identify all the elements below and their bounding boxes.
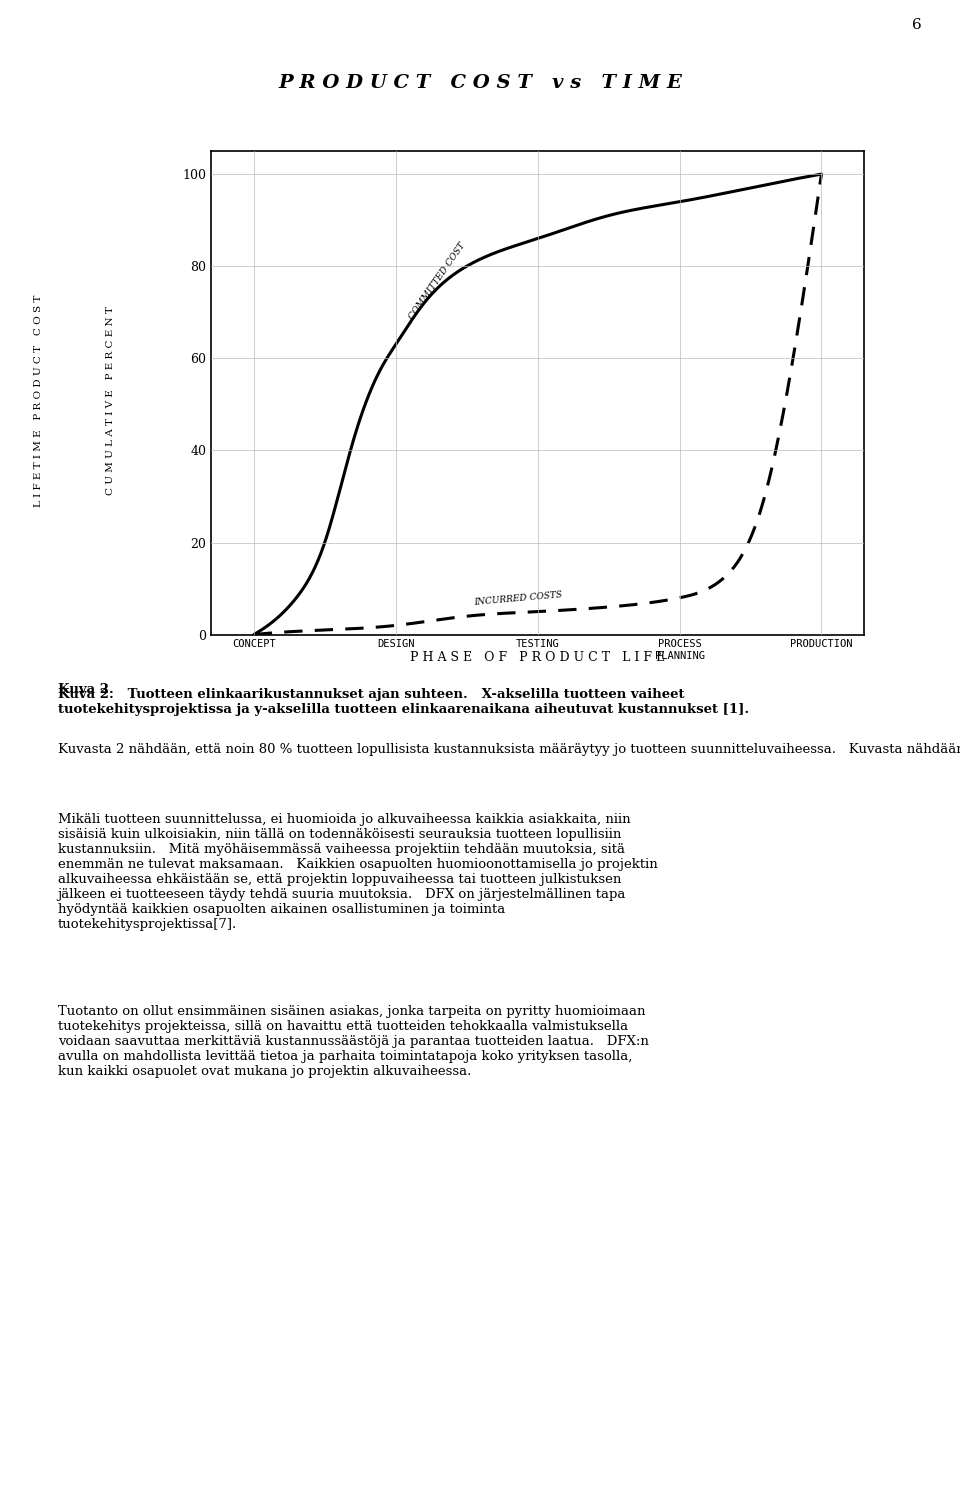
Text: Kuvasta 2 nähdään, että noin 80 % tuotteen lopullisista kustannuksista määräytyy: Kuvasta 2 nähdään, että noin 80 % tuotte… — [58, 743, 960, 757]
Text: C U M U L A T I V E   P E R C E N T: C U M U L A T I V E P E R C E N T — [106, 305, 115, 496]
Text: Kuva 2.: Kuva 2. — [58, 683, 113, 697]
Text: P H A S E   O F   P R O D U C T   L I F E: P H A S E O F P R O D U C T L I F E — [410, 651, 665, 663]
Text: Kuva 2.   Tuotteen elinkaarikustannukset ajan suhteen.   X-akselilla tuotteen va: Kuva 2. Tuotteen elinkaarikustannukset a… — [58, 688, 749, 716]
Text: L I F E T I M E   P R O D U C T   C O S T: L I F E T I M E P R O D U C T C O S T — [34, 295, 43, 506]
Text: INCURRED COSTS: INCURRED COSTS — [473, 591, 563, 607]
Text: P R O D U C T   C O S T   v s   T I M E: P R O D U C T C O S T v s T I M E — [278, 74, 682, 92]
Text: 6: 6 — [912, 18, 922, 32]
Text: Mikäli tuotteen suunnittelussa, ei huomioida jo alkuvaiheessa kaikkia asiakkaita: Mikäli tuotteen suunnittelussa, ei huomi… — [58, 813, 658, 931]
Text: COMMITTED COST: COMMITTED COST — [407, 242, 467, 322]
Text: Tuotanto on ollut ensimmäinen sisäinen asiakas, jonka tarpeita on pyritty huomio: Tuotanto on ollut ensimmäinen sisäinen a… — [58, 1005, 648, 1077]
